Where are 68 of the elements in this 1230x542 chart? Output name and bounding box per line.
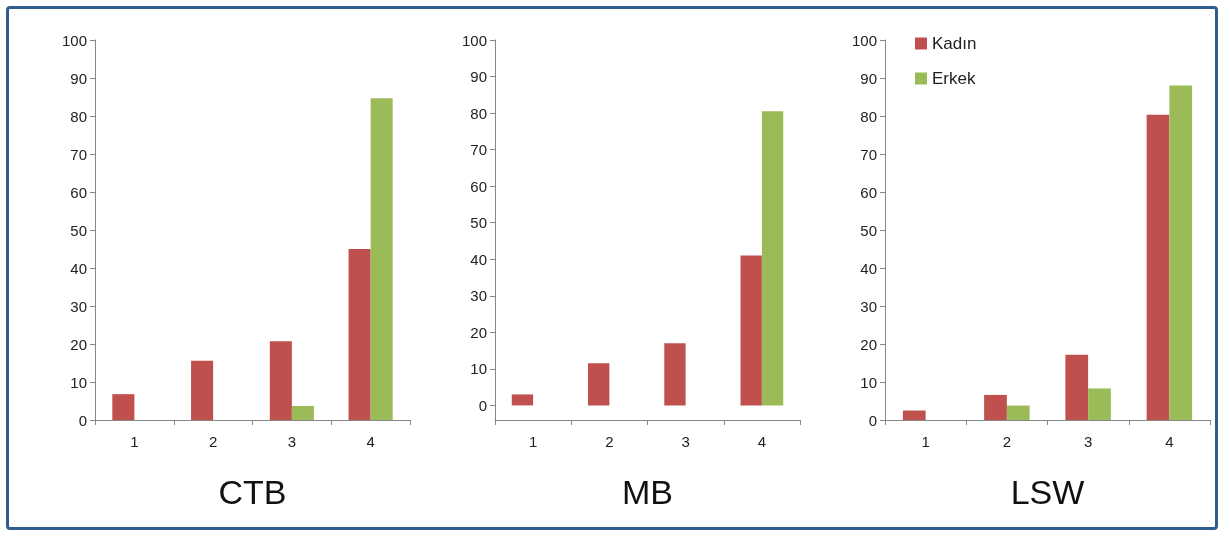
y-tick-label: 20 (470, 323, 487, 341)
x-tick-label: 1 (528, 433, 538, 450)
y-tick-label: 30 (70, 297, 87, 315)
y-tick-label: 90 (860, 69, 877, 87)
bar (740, 255, 762, 406)
x-axis-title: LSW (1010, 473, 1085, 511)
y-tick-label: 0 (478, 396, 487, 414)
bar (1169, 85, 1193, 420)
y-tick-label: 50 (860, 221, 877, 239)
y-tick-label: 40 (70, 259, 87, 277)
x-tick-label: 2 (208, 433, 218, 450)
y-tick-label: 10 (70, 373, 87, 391)
bar (664, 343, 686, 406)
x-tick-label: 2 (1002, 433, 1012, 450)
y-tick-label: 60 (860, 183, 877, 201)
bar (761, 111, 784, 406)
bar (511, 394, 534, 406)
y-tick-label: 100 (61, 31, 87, 49)
bar (112, 394, 135, 420)
y-tick-label: 70 (70, 145, 87, 163)
x-tick-label: 4 (757, 433, 767, 450)
y-tick-label: 30 (860, 297, 877, 315)
y-tick-label: 70 (470, 141, 487, 159)
bar (588, 363, 610, 406)
y-tick-label: 90 (470, 68, 487, 86)
x-tick-label: 4 (366, 433, 375, 450)
y-tick-label: 90 (70, 69, 87, 87)
y-tick-label: 80 (860, 107, 877, 125)
bar (1146, 114, 1170, 420)
y-tick-label: 80 (470, 104, 487, 122)
x-tick-label: 2 (605, 433, 614, 450)
bar (191, 360, 214, 420)
x-tick-label: 3 (681, 433, 690, 450)
y-tick-label: 40 (470, 250, 487, 268)
x-tick-label: 1 (130, 433, 139, 450)
y-tick-label: 60 (70, 183, 87, 201)
y-tick-label: 20 (860, 335, 877, 353)
bar (370, 98, 393, 420)
x-tick-label: 3 (287, 433, 297, 450)
y-tick-label: 100 (851, 31, 877, 49)
x-tick-label: 3 (1083, 433, 1093, 450)
y-tick-label: 0 (78, 411, 87, 429)
y-tick-label: 20 (70, 335, 87, 353)
x-tick-label: 4 (1165, 433, 1174, 450)
bar (984, 394, 1007, 420)
y-tick-label: 40 (860, 259, 877, 277)
x-axis-title: CTB (218, 473, 287, 511)
y-tick-label: 60 (470, 177, 487, 195)
y-tick-label: 80 (70, 107, 87, 125)
y-tick-label: 100 (461, 31, 487, 49)
y-tick-label: 50 (70, 221, 87, 239)
bar (348, 249, 371, 420)
bar (269, 341, 292, 420)
y-tick-label: 10 (860, 373, 877, 391)
bar (1088, 388, 1111, 420)
bar (902, 410, 926, 420)
x-tick-label: 1 (921, 433, 930, 450)
y-tick-label: 50 (470, 214, 487, 232)
bar (1006, 405, 1030, 420)
bar (291, 405, 314, 420)
x-axis-title: MB (622, 473, 673, 511)
y-tick-label: 0 (868, 411, 877, 429)
y-tick-label: 70 (860, 145, 877, 163)
y-tick-label: 30 (470, 287, 487, 305)
bar (1065, 354, 1089, 420)
legend-label: Kadın (932, 34, 977, 53)
y-tick-label: 10 (470, 360, 487, 378)
legend-label: Erkek (932, 69, 976, 88)
